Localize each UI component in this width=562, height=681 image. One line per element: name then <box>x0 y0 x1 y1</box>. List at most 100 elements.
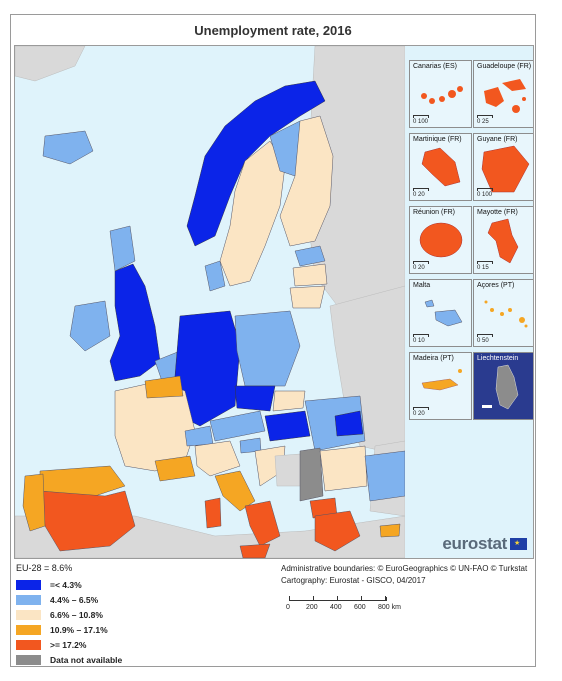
credits-cartography: Cartography: Eurostat - GISCO, 04/2017 <box>281 576 426 585</box>
inset-acores-shape <box>484 300 528 328</box>
land-greenland-top <box>15 46 86 82</box>
inset-mayotte-shape <box>487 218 519 264</box>
inset-acores-scale: 0 50 <box>477 334 493 344</box>
inset-guadeloupe-scale: 0 25 <box>477 115 493 125</box>
inset-madeira: Madeira (PT) 0 20 <box>409 352 472 420</box>
legend: EU-28 = 8.6% =< 4.3% 4.4% – 6.5% 6.6% – … <box>16 563 266 667</box>
land-iceland <box>42 130 94 165</box>
inset-guadeloupe-shape <box>484 79 526 113</box>
europe-map <box>15 46 405 558</box>
region-sicily <box>239 543 271 558</box>
inset-madeira-shape <box>421 369 462 391</box>
inset-liechtenstein: Liechtenstein <box>473 352 533 420</box>
legend-label: =< 4.3% <box>50 579 82 590</box>
inset-guyane-shape <box>481 145 530 193</box>
inset-canarias: Canarias (ES) 0 100 <box>409 60 472 128</box>
inset-guadeloupe-label: Guadeloupe (FR) <box>477 63 532 70</box>
region-poland <box>234 310 301 387</box>
region-austria <box>209 410 266 442</box>
legend-item: 6.6% – 10.8% <box>16 607 266 622</box>
scale-tick-label: 400 <box>330 604 342 611</box>
legend-label: Data not available <box>50 654 123 665</box>
map-title: Unemployment rate, 2016 <box>194 23 352 38</box>
legend-swatch <box>16 594 41 605</box>
region-france-north <box>144 375 184 399</box>
inset-guyane-scale: 0 100 <box>477 188 493 198</box>
inset-canarias-label: Canarias (ES) <box>413 63 457 70</box>
region-uk <box>109 263 161 382</box>
legend-swatch <box>16 624 41 635</box>
region-finland <box>279 115 334 247</box>
region-czechia <box>234 385 276 412</box>
inset-acores-label: Açores (PT) <box>477 282 515 289</box>
inset-guadeloupe: Guadeloupe (FR) 0 25 <box>473 60 533 128</box>
inset-reunion: Réunion (FR) 0 20 <box>409 206 472 274</box>
region-lithuania <box>289 285 326 309</box>
region-slovakia <box>272 390 306 412</box>
inset-martinique: Martinique (FR) 0 20 <box>409 133 472 201</box>
inset-canarias-scale: 0 100 <box>413 115 429 125</box>
inset-guyane: Guyane (FR) 0 100 <box>473 133 533 201</box>
region-hungary <box>264 410 311 442</box>
inset-liechtenstein-shape <box>482 364 519 410</box>
legend-swatch <box>16 654 41 665</box>
region-italy-south <box>244 500 281 547</box>
legend-item: 4.4% – 6.5% <box>16 592 266 607</box>
region-bulgaria <box>319 445 368 492</box>
region-italy-north <box>194 440 241 477</box>
region-romania-capital <box>334 410 364 437</box>
inset-mayotte-scale: 0 15 <box>477 261 493 271</box>
inset-madeira-scale: 0 20 <box>413 407 429 417</box>
scale-bar: 0 200 400 600 800 km <box>281 593 431 623</box>
legend-swatch <box>16 579 41 590</box>
inset-mayotte: Mayotte (FR) 0 15 <box>473 206 533 274</box>
region-bosnia-non-eu <box>274 453 304 487</box>
region-spain-north <box>39 465 126 497</box>
inset-liechtenstein-label: Liechtenstein <box>477 355 519 362</box>
inset-malta-scale: 0 10 <box>413 334 429 344</box>
scale-tick-label: 800 km <box>378 604 401 611</box>
legend-swatch <box>16 639 41 650</box>
region-estonia <box>294 245 326 267</box>
legend-item: 10.9% – 17.1% <box>16 622 266 637</box>
legend-label: 4.4% – 6.5% <box>50 594 99 605</box>
region-cyprus <box>379 523 401 538</box>
region-france-south <box>154 455 196 482</box>
region-sardinia <box>204 497 222 529</box>
region-turkey-west <box>364 450 405 502</box>
legend-label: >= 17.2% <box>50 639 87 650</box>
inset-malta: Malta 0 10 <box>409 279 472 347</box>
region-ireland <box>69 300 111 352</box>
legend-label: 10.9% – 17.1% <box>50 624 108 635</box>
eurostat-wordmark: eurostat <box>442 534 507 553</box>
map-frame: Unemployment rate, 2016 <box>10 14 536 667</box>
legend-label: 6.6% – 10.8% <box>50 609 103 620</box>
scale-tick-label: 200 <box>306 604 318 611</box>
inset-reunion-shape <box>419 222 463 258</box>
region-denmark <box>204 260 226 292</box>
inset-martinique-shape <box>421 147 461 187</box>
legend-item: Data not available <box>16 652 266 667</box>
region-latvia <box>292 263 328 287</box>
inset-mayotte-label: Mayotte (FR) <box>477 209 518 216</box>
scale-tick-label: 0 <box>286 604 290 611</box>
scale-tick-label: 600 <box>354 604 366 611</box>
inset-malta-shape <box>424 299 463 327</box>
region-portugal <box>22 473 46 532</box>
eu-average-label: EU-28 = 8.6% <box>16 563 73 573</box>
inset-acores: Açores (PT) 0 50 <box>473 279 533 347</box>
inset-reunion-label: Réunion (FR) <box>413 209 456 216</box>
inset-martinique-scale: 0 20 <box>413 188 429 198</box>
region-romania <box>304 395 366 452</box>
legend-swatch <box>16 609 41 620</box>
eu-flag-icon <box>510 538 527 550</box>
inset-martinique-label: Martinique (FR) <box>413 136 462 143</box>
region-scotland <box>109 225 136 272</box>
map-area: Canarias (ES) 0 100 Martinique (FR) 0 20… <box>14 45 534 559</box>
eurostat-logo: eurostat <box>442 534 527 554</box>
credits-boundaries: Administrative boundaries: © EuroGeograp… <box>281 564 528 573</box>
inset-guyane-label: Guyane (FR) <box>477 136 518 143</box>
region-greece <box>314 510 361 552</box>
region-spain-south <box>39 490 136 552</box>
inset-canarias-shape <box>421 86 463 104</box>
